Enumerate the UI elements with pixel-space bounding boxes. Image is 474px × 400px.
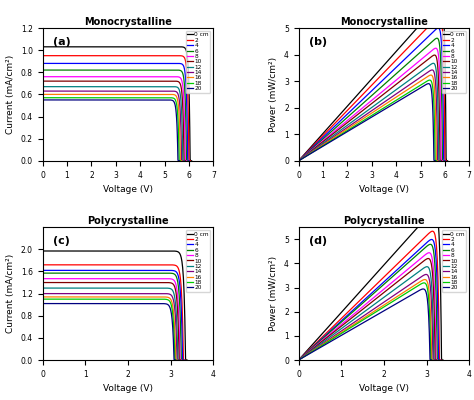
Y-axis label: Power (mW/cm²): Power (mW/cm²) <box>269 256 278 331</box>
Text: (b): (b) <box>309 37 327 47</box>
X-axis label: Voltage (V): Voltage (V) <box>359 384 409 393</box>
Title: Monocrystalline: Monocrystalline <box>84 17 172 27</box>
Y-axis label: Power (mW/cm²): Power (mW/cm²) <box>269 57 278 132</box>
Text: (a): (a) <box>53 37 71 47</box>
Text: (d): (d) <box>309 236 327 246</box>
Title: Polycrystalline: Polycrystalline <box>343 216 425 226</box>
X-axis label: Voltage (V): Voltage (V) <box>103 185 153 194</box>
Legend: 0 cm, 2, 4, 6, 8, 10, 12, 14, 16, 18, 20: 0 cm, 2, 4, 6, 8, 10, 12, 14, 16, 18, 20 <box>442 230 466 292</box>
Legend: 0 cm, 2, 4, 6, 8, 10, 12, 14, 16, 18, 20: 0 cm, 2, 4, 6, 8, 10, 12, 14, 16, 18, 20 <box>186 230 210 292</box>
Y-axis label: Current (mA/cm²): Current (mA/cm²) <box>6 254 15 333</box>
Title: Monocrystalline: Monocrystalline <box>340 17 428 27</box>
Text: (c): (c) <box>53 236 70 246</box>
X-axis label: Voltage (V): Voltage (V) <box>103 384 153 393</box>
Legend: 0 cm, 2, 4, 6, 8, 10, 12, 14, 16, 18, 20: 0 cm, 2, 4, 6, 8, 10, 12, 14, 16, 18, 20 <box>442 31 466 93</box>
Y-axis label: Current (mA/cm²): Current (mA/cm²) <box>6 55 15 134</box>
X-axis label: Voltage (V): Voltage (V) <box>359 185 409 194</box>
Title: Polycrystalline: Polycrystalline <box>87 216 169 226</box>
Legend: 0 cm, 2, 4, 6, 8, 10, 12, 14, 16, 18, 20: 0 cm, 2, 4, 6, 8, 10, 12, 14, 16, 18, 20 <box>186 31 210 93</box>
